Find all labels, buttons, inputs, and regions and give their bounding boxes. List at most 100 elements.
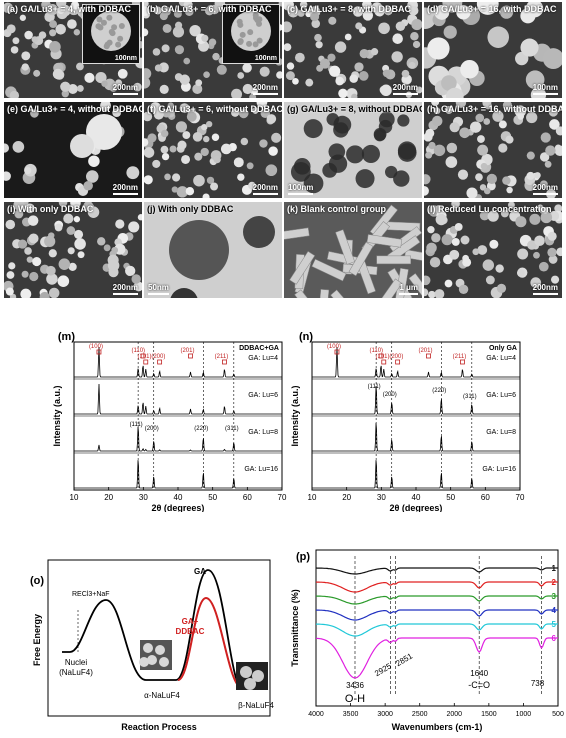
particle bbox=[362, 2, 372, 10]
ftir-chart: (p) Transmittance (%) Wavenumbers (cm-1) 40… bbox=[290, 549, 564, 732]
scale-bar: 200nm bbox=[112, 283, 138, 295]
rod-crystal bbox=[404, 249, 422, 264]
particle bbox=[358, 71, 369, 81]
hex-phase-label: (110) bbox=[369, 348, 383, 354]
particle bbox=[415, 86, 422, 94]
particle bbox=[177, 140, 187, 150]
particle bbox=[285, 71, 295, 81]
micrograph-panel: (j) With only DDBAC 50nm bbox=[144, 202, 282, 298]
scale-bar-label: 200nm bbox=[532, 183, 558, 192]
particle-texture bbox=[103, 43, 110, 50]
particle bbox=[4, 171, 11, 181]
particle bbox=[548, 255, 558, 264]
particle bbox=[86, 170, 99, 183]
particle bbox=[58, 202, 68, 207]
micrograph-image bbox=[4, 102, 142, 198]
particle bbox=[159, 84, 169, 94]
micrograph-image bbox=[424, 202, 562, 298]
scale-bar: 200nm bbox=[252, 83, 278, 95]
particle bbox=[32, 256, 42, 267]
peak-label: 738 bbox=[531, 679, 545, 688]
cubic-phase-label: (111) bbox=[130, 422, 143, 428]
scale-bar: 50nm bbox=[148, 283, 169, 295]
panel-caption: (b) GA/Lu3+ = 6, with DDBAC bbox=[147, 4, 272, 14]
particle-texture bbox=[95, 23, 102, 30]
particle bbox=[354, 62, 364, 72]
ftir-trace bbox=[315, 595, 558, 605]
particle bbox=[433, 107, 441, 115]
scale-bar-line bbox=[288, 193, 314, 195]
particle bbox=[173, 9, 182, 18]
x-tick-label: 60 bbox=[243, 493, 252, 502]
particle bbox=[162, 23, 172, 33]
particle bbox=[334, 41, 347, 53]
particle bbox=[314, 33, 322, 42]
particle bbox=[205, 120, 213, 128]
particle bbox=[147, 133, 157, 143]
particle bbox=[41, 2, 51, 10]
particle bbox=[319, 58, 331, 69]
particle-texture bbox=[252, 41, 259, 48]
particle bbox=[328, 16, 337, 25]
particle bbox=[433, 144, 446, 157]
particle bbox=[28, 233, 39, 244]
particle bbox=[305, 78, 314, 87]
particle bbox=[57, 6, 65, 14]
particle bbox=[294, 52, 305, 63]
particle bbox=[252, 670, 264, 682]
cubic-phase-label: (311) bbox=[463, 394, 477, 400]
particle bbox=[21, 51, 31, 61]
particle bbox=[144, 6, 150, 17]
particle bbox=[5, 287, 14, 296]
panel-caption: (l) Reduced Lu concentration bbox=[427, 204, 552, 214]
particle bbox=[446, 87, 464, 98]
particle bbox=[449, 249, 460, 260]
particle-texture bbox=[254, 17, 261, 24]
panel-caption: (c) GA/Lu3+ = 8, with DDBAC bbox=[287, 4, 412, 14]
particle bbox=[534, 235, 545, 247]
particle bbox=[179, 74, 190, 85]
particle bbox=[66, 226, 76, 235]
particle bbox=[549, 119, 560, 130]
particle bbox=[100, 102, 111, 111]
particle bbox=[139, 657, 149, 667]
particle bbox=[39, 291, 50, 298]
particle bbox=[462, 257, 472, 267]
particle bbox=[411, 18, 422, 31]
series-label: 3 bbox=[552, 592, 557, 601]
particle bbox=[542, 48, 562, 70]
particle bbox=[161, 6, 172, 16]
particle bbox=[206, 176, 215, 185]
particle bbox=[52, 68, 64, 80]
particle bbox=[115, 219, 125, 229]
particle bbox=[435, 213, 448, 226]
rod-crystal bbox=[366, 234, 403, 248]
particle bbox=[297, 9, 305, 17]
x-axis-title: Reaction Process bbox=[121, 722, 197, 732]
plot-frame bbox=[315, 549, 559, 707]
particle bbox=[459, 127, 470, 139]
particle bbox=[455, 102, 467, 108]
particle bbox=[144, 147, 155, 158]
xrd-trace bbox=[312, 460, 520, 489]
particle bbox=[431, 102, 440, 107]
particle-texture bbox=[237, 38, 244, 45]
catalyst-label: GA+ bbox=[182, 617, 199, 626]
particle bbox=[246, 162, 254, 170]
particle bbox=[483, 118, 491, 125]
particle bbox=[502, 176, 511, 185]
particle bbox=[55, 24, 66, 35]
peak-assignment: O-H bbox=[345, 693, 365, 705]
x-axis-title: 2θ (degrees) bbox=[390, 503, 443, 512]
particle bbox=[185, 187, 195, 196]
micrograph-image bbox=[284, 2, 422, 98]
particle bbox=[73, 216, 81, 223]
particle bbox=[24, 247, 32, 255]
particle bbox=[362, 10, 374, 21]
x-tick-label: 70 bbox=[516, 493, 525, 502]
particle bbox=[54, 223, 63, 232]
particle bbox=[29, 271, 39, 282]
particle bbox=[194, 152, 203, 161]
x-tick-label: 20 bbox=[342, 493, 351, 502]
particle-texture bbox=[246, 40, 253, 47]
